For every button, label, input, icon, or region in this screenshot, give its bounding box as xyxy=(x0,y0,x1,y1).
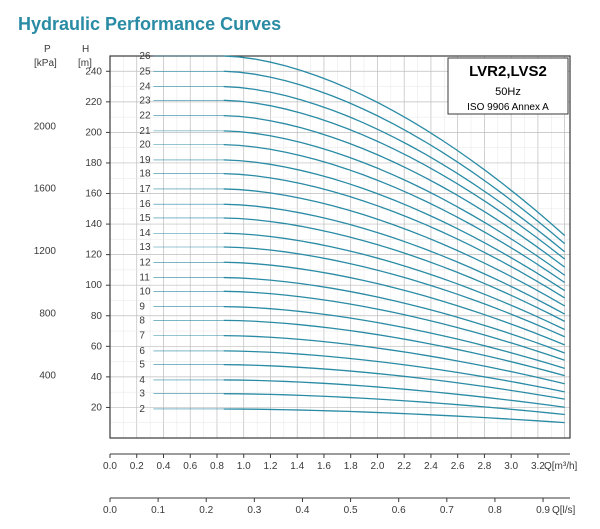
curve-label: 24 xyxy=(139,82,151,93)
curve-label: 10 xyxy=(139,286,151,297)
x1-tick: 1.0 xyxy=(237,461,251,472)
x1-tick: 3.0 xyxy=(504,461,518,472)
x1-tick: 0.2 xyxy=(130,461,144,472)
curve-label: 22 xyxy=(139,111,151,122)
curve-label: 11 xyxy=(139,273,150,284)
x1-tick: 2.0 xyxy=(370,461,384,472)
x1-tick: 1.6 xyxy=(317,461,331,472)
x1-tick: 2.4 xyxy=(424,461,438,472)
curve-label: 21 xyxy=(139,126,151,137)
h-axis-label: H xyxy=(82,44,89,55)
curve-label: 18 xyxy=(139,169,151,180)
p-tick: 800 xyxy=(39,308,56,319)
curve-label: 25 xyxy=(139,66,151,77)
curve-label: 13 xyxy=(139,242,151,253)
x1-tick: 0.6 xyxy=(183,461,197,472)
x1-tick: 2.8 xyxy=(477,461,491,472)
curve-label: 6 xyxy=(139,346,145,357)
x1-tick: 1.8 xyxy=(344,461,358,472)
h-tick: 60 xyxy=(91,341,103,352)
x2-tick: 0.7 xyxy=(440,505,454,516)
x2-tick: 0.0 xyxy=(103,505,117,516)
x2-tick: 0.5 xyxy=(344,505,358,516)
curve-label: 5 xyxy=(139,360,145,371)
legend-line: LVR2,LVS2 xyxy=(469,63,547,80)
h-tick: 180 xyxy=(85,158,102,169)
x2-tick: 0.4 xyxy=(296,505,310,516)
curve-label: 23 xyxy=(139,95,151,106)
p-tick: 1600 xyxy=(34,184,57,195)
x1-tick: 1.4 xyxy=(290,461,304,472)
curve-label: 16 xyxy=(139,199,151,210)
x2-tick: 0.3 xyxy=(247,505,261,516)
curve-label: 26 xyxy=(139,51,151,62)
h-tick: 120 xyxy=(85,250,102,261)
curve-label: 17 xyxy=(139,184,151,195)
x2-tick: 0.1 xyxy=(151,505,165,516)
x1-tick: 2.2 xyxy=(397,461,411,472)
h-axis-unit: [m] xyxy=(78,58,92,69)
x2-tick: 0.6 xyxy=(392,505,406,516)
p-tick: 400 xyxy=(39,371,56,382)
curve-label: 7 xyxy=(139,331,145,342)
h-tick: 20 xyxy=(91,402,103,413)
h-tick: 80 xyxy=(91,311,103,322)
x2-tick: 0.8 xyxy=(488,505,502,516)
curve-label: 8 xyxy=(139,315,145,326)
legend-line: ISO 9906 Annex A xyxy=(467,102,549,113)
curve-label: 19 xyxy=(139,155,151,166)
curve-label: 9 xyxy=(139,302,145,313)
curve-label: 3 xyxy=(139,389,145,400)
x1-tick: 1.2 xyxy=(264,461,278,472)
h-tick: 40 xyxy=(91,372,103,383)
p-tick: 2000 xyxy=(34,121,57,132)
h-tick: 100 xyxy=(85,280,102,291)
p-tick: 1200 xyxy=(34,246,57,257)
x1-tick: 0.0 xyxy=(103,461,117,472)
curve-label: 15 xyxy=(139,213,151,224)
chart-svg: 2345678910111213141516171819202122232425… xyxy=(0,0,600,529)
curve-label: 4 xyxy=(139,375,145,386)
h-tick: 220 xyxy=(85,97,102,108)
p-axis-unit: [kPa] xyxy=(34,58,57,69)
x2-tick: 0.2 xyxy=(199,505,213,516)
p-axis-label: P xyxy=(44,44,51,55)
h-tick: 160 xyxy=(85,189,102,200)
x1-label: Q[m³/h] xyxy=(544,461,578,472)
x2-label: Q[l/s] xyxy=(552,505,576,516)
curve-label: 14 xyxy=(139,228,151,239)
x1-tick: 0.4 xyxy=(157,461,171,472)
curve-label: 20 xyxy=(139,140,151,151)
legend-line: 50Hz xyxy=(495,86,521,98)
curve-label: 12 xyxy=(139,257,151,268)
h-tick: 200 xyxy=(85,127,102,138)
curve-label: 2 xyxy=(139,404,145,415)
x1-tick: 0.8 xyxy=(210,461,224,472)
x2-tick: 0.9 xyxy=(536,505,550,516)
h-tick: 140 xyxy=(85,219,102,230)
x1-tick: 2.6 xyxy=(451,461,465,472)
